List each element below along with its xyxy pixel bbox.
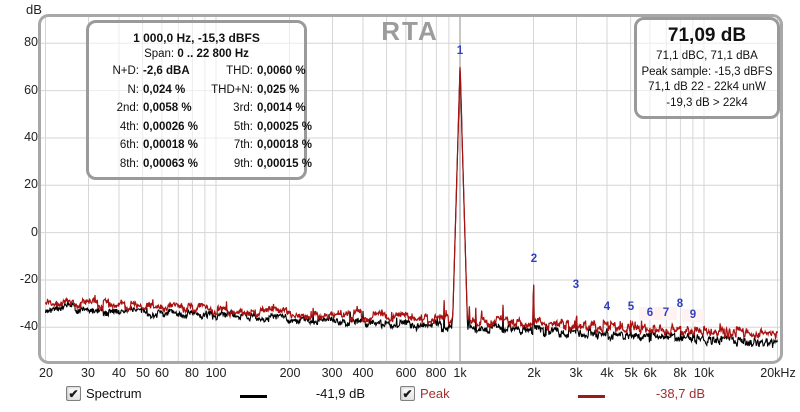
readout-value: 0,00026 % <box>143 120 198 133</box>
peak-level-value: 71,09 dB <box>667 25 747 46</box>
y-tick-label: -40 <box>19 319 38 333</box>
spectrum-legend-label: Spectrum <box>86 386 142 401</box>
y-tick-label: -20 <box>19 272 38 286</box>
harmonic-marker-8: 8 <box>676 298 684 310</box>
x-tick-label: 800 <box>425 366 447 380</box>
y-tick-label: 60 <box>24 83 38 97</box>
x-tick-label: 5k <box>624 366 638 380</box>
readout-label: 7th: <box>233 139 253 151</box>
readout-value: 0,0060 % <box>257 65 306 77</box>
readout-label: N: <box>127 83 140 96</box>
readout-span: Span: 0 .. 22 800 Hz <box>144 48 249 60</box>
readout-values-grid: N+D: -2,6 dBA THD: 0,0060 % N: 0,024 % THD+N: 0… <box>97 65 312 170</box>
readout-box: 1 000,0 Hz, -15,3 dBFS Span: 0 .. 22 800… <box>86 20 312 180</box>
y-tick-label: 80 <box>24 35 38 49</box>
x-tick-label: 1k <box>453 366 467 380</box>
y-tick-label: 0 <box>31 225 38 239</box>
x-tick-label: 50 <box>136 366 150 380</box>
peak-line-swatch <box>578 395 605 398</box>
x-tick-label: 10k <box>693 366 715 380</box>
peak-checkbox[interactable]: ✔ <box>400 386 415 401</box>
readout-value: 0,00025 % <box>257 120 312 133</box>
peak-level-readout: -38,7 dB <box>655 386 705 401</box>
peak-level-box: 71,09 dB 71,1 dBC, 71,1 dBA Peak sample: … <box>634 17 780 119</box>
readout-value: 0,025 % <box>257 83 300 96</box>
x-tick-label: 200 <box>279 366 301 380</box>
harmonic-marker-3: 3 <box>572 279 580 291</box>
peak-level-details: 71,1 dBC, 71,1 dBA Peak sample: -15,3 dBF… <box>639 49 775 111</box>
x-tick-label: 400 <box>352 366 374 380</box>
x-tick-label: 8k <box>673 366 687 380</box>
x-tick-label: 40 <box>112 366 126 380</box>
readout-value: 0,00018 % <box>257 139 312 151</box>
readout-label: THD: <box>226 65 253 77</box>
rta-title: RTA <box>381 16 439 46</box>
harmonic-marker-7: 7 <box>655 307 677 320</box>
x-tick-label: 100 <box>205 366 227 380</box>
spectrum-level-value: -41,9 dB <box>315 386 365 401</box>
readout-value: 0,0014 % <box>257 102 306 114</box>
readout-value: 0,00063 % <box>143 157 198 170</box>
readout-label: 3rd: <box>233 102 253 114</box>
check-icon: ✔ <box>402 387 413 401</box>
readout-label: 5th: <box>233 120 253 133</box>
harmonic-marker-5: 5 <box>627 301 635 313</box>
x-tick-label: 30 <box>81 366 95 380</box>
harmonic-marker-2: 2 <box>530 253 538 265</box>
peak-box-line: 71,1 dB 22 - 22k4 unW <box>648 81 766 93</box>
harmonic-marker-1: 1 <box>456 45 464 57</box>
readout-label: THD+N: <box>211 83 253 96</box>
peak-box-line: -19,3 dB > 22k4 <box>666 96 748 109</box>
x-tick-label: 2k <box>527 366 541 380</box>
x-tick-label: 600 <box>395 366 417 380</box>
harmonic-marker-9: 9 <box>682 309 704 322</box>
readout-value: 0,00018 % <box>143 139 198 151</box>
x-tick-label: 300 <box>321 366 343 380</box>
x-tick-label: 20 <box>39 366 53 380</box>
x-tick-label: 20kHz <box>760 366 796 380</box>
readout-label: N+D: <box>112 65 139 77</box>
x-tick-label: 60 <box>155 366 169 380</box>
readout-label: 9th: <box>233 157 253 170</box>
readout-label: 8th: <box>119 157 139 170</box>
check-icon: ✔ <box>68 387 79 401</box>
harmonic-marker-4: 4 <box>603 301 611 313</box>
x-tick-label: 3k <box>569 366 583 380</box>
readout-value: 0,00015 % <box>257 157 312 170</box>
y-axis-unit-label: dB <box>26 2 42 17</box>
spectrum-line-swatch <box>240 395 267 398</box>
readout-label: 2nd: <box>116 102 139 114</box>
peak-box-line: 71,1 dBC, 71,1 dBA <box>656 50 758 62</box>
readout-value: -2,6 dBA <box>143 65 190 77</box>
readout-label: 6th: <box>119 139 139 151</box>
readout-value: 0,024 % <box>143 83 186 96</box>
x-tick-label: 6k <box>643 366 657 380</box>
spectrum-checkbox[interactable]: ✔ <box>66 386 81 401</box>
readout-title: 1 000,0 Hz, -15,3 dBFS <box>133 31 260 45</box>
y-tick-label: 20 <box>24 177 38 191</box>
x-tick-label: 80 <box>185 366 199 380</box>
y-tick-label: 40 <box>24 130 38 144</box>
x-tick-label: 4k <box>600 366 614 380</box>
peak-box-line: Peak sample: -15,3 dBFS <box>641 65 773 78</box>
peak-legend-label: Peak <box>420 386 450 401</box>
readout-label: 4th: <box>119 120 139 133</box>
readout-value: 0,0058 % <box>143 102 192 114</box>
